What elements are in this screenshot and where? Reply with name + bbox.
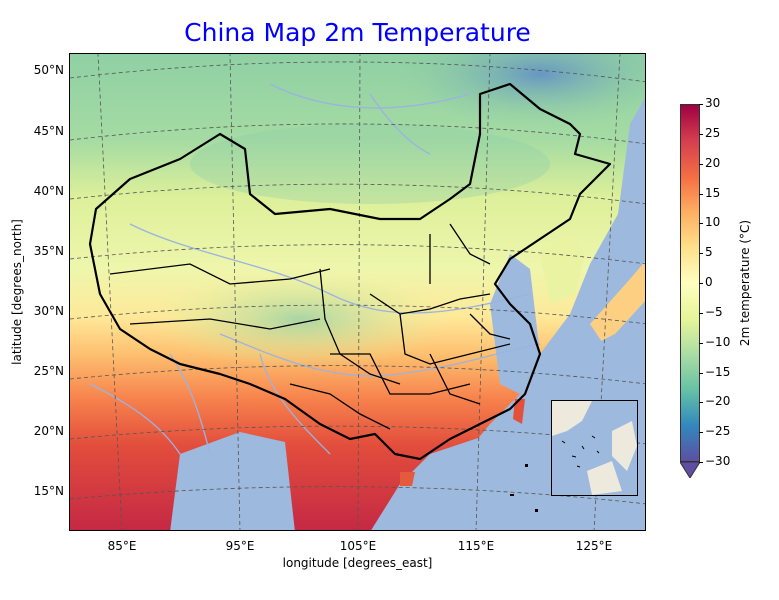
yellow-sea xyxy=(540,324,610,384)
colorbar-tick-mark xyxy=(699,104,703,105)
y-axis-label: latitude [degrees_north] xyxy=(10,219,24,365)
lon-tick-115: 115°E xyxy=(457,539,495,553)
colorbar-tick-label: −30 xyxy=(705,454,731,468)
south-china-sea-inset[interactable] xyxy=(551,400,638,496)
map-panel[interactable] xyxy=(69,53,646,531)
lat-tick-35: 35°N xyxy=(33,244,64,258)
lon-tick-105: 105°E xyxy=(339,539,377,553)
inset-map-svg xyxy=(552,401,637,495)
colorbar-tick-mark xyxy=(699,312,703,314)
china-border xyxy=(88,82,612,461)
temperature-map-svg xyxy=(70,54,645,530)
colorbar-tick-mark xyxy=(699,223,703,225)
korea-peninsula xyxy=(540,234,585,304)
colorbar-tick-label: 30 xyxy=(705,96,721,110)
taiwan xyxy=(513,399,525,424)
colorbar-tick-mark xyxy=(699,342,703,344)
inset-land xyxy=(552,401,592,436)
lat-tick-25: 25°N xyxy=(33,364,64,378)
colorbar-tick-label: −5 xyxy=(705,304,723,319)
south-china-sea xyxy=(390,414,550,530)
colorbar-tick-label: 20 xyxy=(705,155,721,170)
colorbar-tick-mark xyxy=(699,372,703,374)
inset-land xyxy=(587,461,622,495)
colorbar-tick-mark xyxy=(699,432,703,434)
inset-islands xyxy=(561,435,600,468)
lat-tick-45: 45°N xyxy=(33,124,64,138)
lat-tick-15: 15°N xyxy=(33,484,64,498)
lat-tick-20: 20°N xyxy=(33,424,64,438)
tibet-plateau xyxy=(150,269,450,369)
colorbar-tick-mark xyxy=(699,193,703,195)
colorbar-tick-label: −20 xyxy=(705,394,731,409)
colorbar-tick-label: −25 xyxy=(705,424,731,439)
japan-islands xyxy=(590,261,645,344)
province-borders xyxy=(109,223,511,430)
colorbar-extend-arrow xyxy=(680,462,700,478)
east-sea xyxy=(490,254,540,394)
colorbar-tick-label: 10 xyxy=(705,215,721,230)
lat-tick-30: 30°N xyxy=(33,304,64,318)
colorbar-tick-mark xyxy=(699,283,703,284)
colorbar xyxy=(680,104,700,462)
colorbar-label: 2m temperature (°C) xyxy=(738,219,752,347)
x-axis-label: longitude [degrees_east] xyxy=(282,556,433,570)
lat-tick-50: 50°N xyxy=(33,63,64,77)
colorbar-tick-label: 0 xyxy=(705,275,713,289)
colorbar-tick-label: 25 xyxy=(705,125,721,140)
colorbar-tick-label: 15 xyxy=(705,185,721,200)
lon-tick-125: 125°E xyxy=(575,539,613,553)
colorbar-tick-label: −10 xyxy=(705,334,731,349)
inset-land xyxy=(612,421,637,471)
rivers xyxy=(89,83,541,455)
mongolia-cool xyxy=(190,124,550,204)
colorbar-tick-label: −15 xyxy=(705,364,731,379)
colorbar-tick-mark xyxy=(699,402,703,404)
hainan xyxy=(400,472,415,486)
lat-tick-40: 40°N xyxy=(33,184,64,198)
colorbar-tick-mark xyxy=(699,163,703,165)
lon-tick-95: 95°E xyxy=(225,539,255,553)
colorbar-tick-mark xyxy=(699,253,703,255)
island-dots xyxy=(510,464,538,512)
map-title: China Map 2m Temperature xyxy=(184,18,531,47)
colorbar-tick-label: 5 xyxy=(705,245,713,260)
bay-of-bengal xyxy=(170,432,295,530)
colorbar-tick-mark xyxy=(699,462,703,463)
lon-tick-85: 85°E xyxy=(107,539,137,553)
colorbar-tick-mark xyxy=(699,133,703,135)
